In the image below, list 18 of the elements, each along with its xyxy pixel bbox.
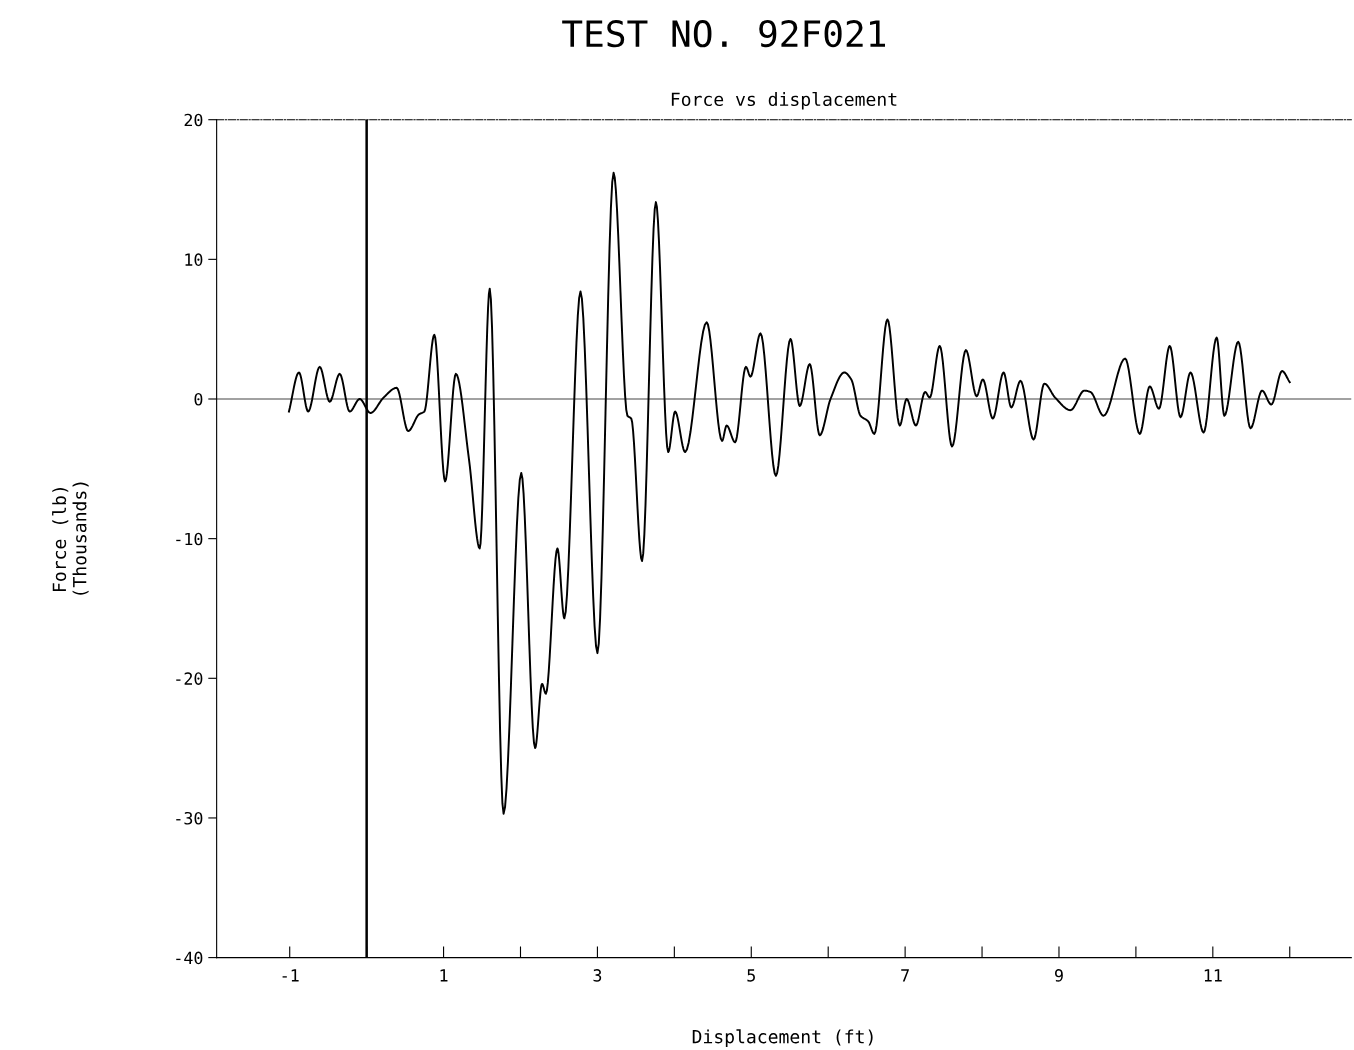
x-tick-label: 11 (1204, 969, 1222, 982)
chart-subtitle: Force vs displacement (671, 92, 897, 110)
x-tick-label: 5 (747, 969, 755, 982)
x-tick-label: 1 (440, 969, 448, 982)
y-tick-label: 0 (194, 393, 203, 406)
x-tick-label: 9 (1054, 969, 1063, 982)
y-tick-label: -40 (176, 951, 203, 965)
y-tick-label: 20 (184, 113, 203, 127)
y-tick-label: 10 (185, 253, 203, 266)
y-tick-label: -30 (176, 811, 203, 825)
x-tick-label: -1 (282, 969, 299, 982)
y-tick-label: -10 (176, 532, 203, 546)
y-axis-title: Force (lb) (Thousands) (52, 482, 89, 595)
x-axis-title: Displacement (ft) (692, 1029, 873, 1047)
x-tick-label: 7 (901, 969, 909, 982)
y-tick-label: -20 (176, 672, 203, 685)
chart-title: TEST NO. 92F021 (562, 20, 885, 48)
x-tick-label: 3 (593, 969, 602, 982)
